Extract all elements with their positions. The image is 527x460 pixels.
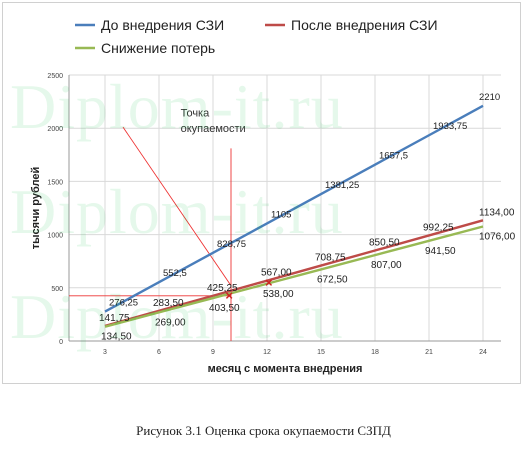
data-label: 1076,00 [479, 232, 516, 243]
x-tick-label: 12 [263, 349, 271, 356]
data-label: 141,75 [99, 313, 130, 324]
series-line [104, 219, 484, 328]
annotation-text: Точка [181, 107, 211, 119]
series-line [104, 225, 484, 328]
payback-marker: × [265, 275, 273, 290]
data-label: 134,50 [101, 332, 132, 343]
data-label: 403,50 [209, 303, 240, 314]
figure-caption: Рисунок 3.1 Оценка срока окупаемости СЗП… [136, 423, 391, 438]
y-tick-label: 2000 [47, 126, 63, 133]
y-tick-label: 2500 [47, 73, 63, 80]
annotation-text: окупаемости [181, 123, 246, 135]
y-tick-label: 1000 [47, 233, 63, 240]
series-line [104, 104, 484, 313]
x-tick-label: 15 [317, 349, 325, 356]
data-label: 828,75 [217, 239, 246, 250]
data-label: 708,75 [315, 253, 346, 264]
data-label: 992,25 [423, 222, 454, 233]
x-tick-label: 3 [103, 349, 107, 356]
data-label: 941,50 [425, 246, 456, 257]
data-label: 850,50 [369, 238, 400, 249]
chart-frame: 0 500 1000 1500 2000 2500 3 6 9 12 15 18 21 24 месяц с… [2, 2, 521, 384]
x-tick-label: 9 [211, 349, 215, 356]
x-tick-label: 18 [371, 349, 379, 356]
x-tick-label: 21 [425, 349, 433, 356]
data-label: 276,25 [109, 298, 138, 309]
payback-marker: × [225, 288, 233, 303]
line-chart: 0 500 1000 1500 2000 2500 3 6 9 12 15 18 21 24 месяц с… [30, 17, 516, 375]
guide-line [122, 126, 232, 286]
x-tick-label: 24 [479, 349, 487, 356]
y-axis-label: тысячи рублей [30, 167, 42, 249]
data-label: 807,00 [371, 260, 402, 271]
data-label: 2210 [479, 92, 500, 103]
data-label: 1134,00 [479, 207, 515, 218]
y-tick-label: 500 [51, 286, 63, 293]
data-label: 567,00 [261, 268, 292, 279]
data-label: 1381,25 [325, 180, 359, 191]
legend-label: После внедрения СЗИ [291, 17, 438, 33]
x-axis-label: месяц с момента внедрения [208, 363, 363, 375]
data-label: 552,5 [163, 268, 187, 279]
x-tick-label: 6 [157, 349, 161, 356]
legend-label: До внедрения СЗИ [101, 17, 224, 33]
data-label: 1105 [271, 209, 291, 220]
data-label: 283,50 [153, 298, 184, 309]
data-label: 425,25 [207, 283, 238, 294]
data-label: 538,00 [263, 289, 294, 300]
data-label: 1933,75 [433, 121, 467, 132]
data-label: 269,00 [155, 317, 186, 328]
y-tick-label: 0 [59, 339, 63, 346]
data-label: 1657,5 [379, 151, 408, 162]
data-label: 672,50 [317, 274, 348, 285]
y-tick-label: 1500 [47, 179, 63, 186]
legend-label: Снижение потерь [101, 40, 215, 56]
